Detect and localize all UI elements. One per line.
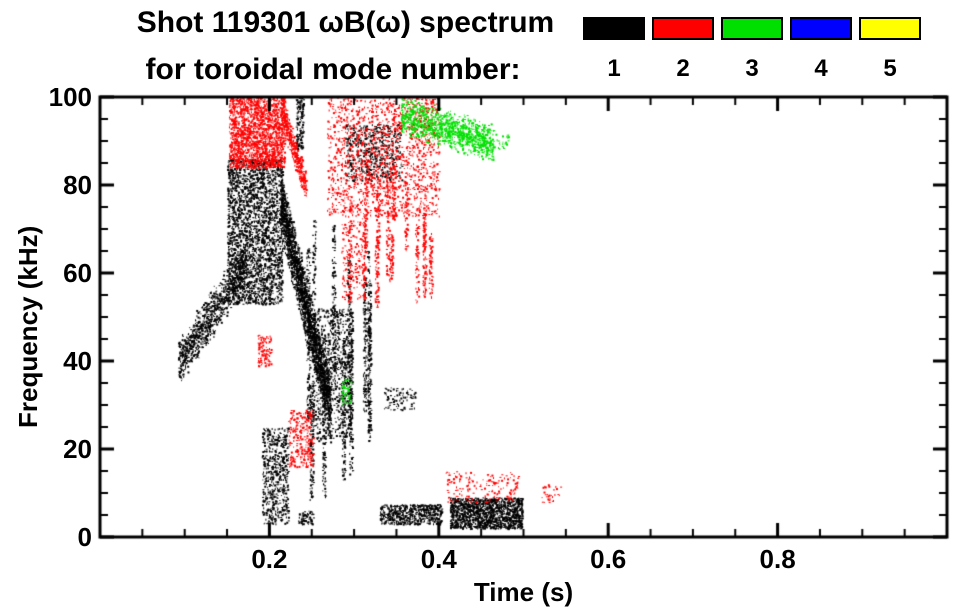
x-tick-0.4: 0.4 — [420, 544, 457, 574]
legend-swatch-mode-2 — [652, 17, 714, 40]
legend-swatch-mode-3 — [721, 17, 783, 40]
y-tick-80: 80 — [63, 170, 92, 200]
legend-number-mode-4: 4 — [814, 55, 828, 82]
y-tick-0: 0 — [77, 522, 92, 552]
chart-title: Shot 119301 ωB(ω) spectrum — [136, 6, 555, 39]
y-tick-40: 40 — [63, 346, 92, 376]
y-tick-20: 20 — [63, 434, 92, 464]
legend-number-mode-3: 3 — [745, 55, 759, 82]
x-tick-0.2: 0.2 — [251, 544, 288, 574]
y-tick-100: 100 — [48, 82, 92, 112]
x-tick-0.6: 0.6 — [590, 544, 627, 574]
x-tick-0.8: 0.8 — [759, 544, 796, 574]
chart-subtitle: for toroidal mode number: — [145, 53, 521, 86]
legend-swatch-mode-1 — [583, 17, 645, 40]
legend-number-mode-1: 1 — [607, 55, 621, 82]
legend-swatch-mode-5 — [859, 17, 921, 40]
y-tick-60: 60 — [63, 258, 92, 288]
x-axis-label: Time (s) — [473, 577, 574, 607]
legend-number-mode-2: 2 — [676, 55, 690, 82]
legend-number-mode-5: 5 — [883, 55, 897, 82]
legend-swatch-mode-4 — [790, 17, 852, 40]
